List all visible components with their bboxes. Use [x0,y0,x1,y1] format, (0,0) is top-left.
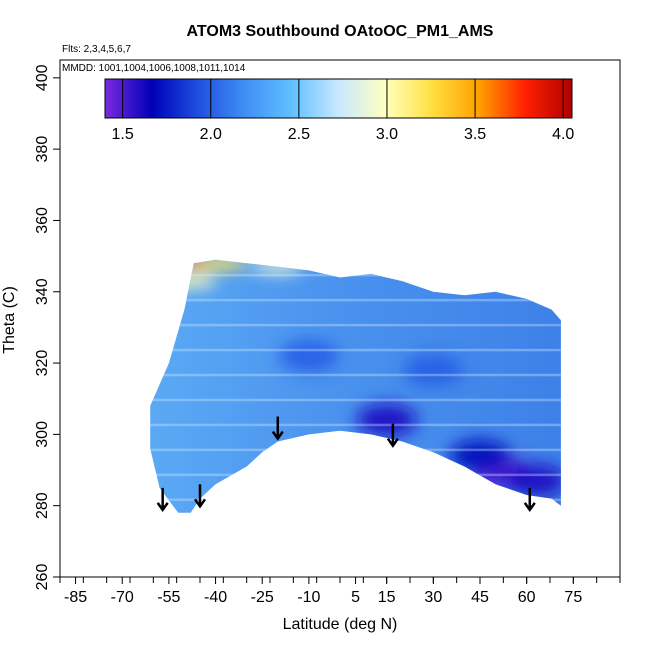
x-tick-label: -10 [297,589,320,606]
y-tick-label: 400 [34,64,51,91]
texture-stripe [150,373,561,377]
arrow-head [193,498,207,509]
x-tick-label: 30 [424,589,442,606]
y-tick-label: 260 [34,564,51,591]
y-axis-label: Theta (C) [1,286,18,354]
x-tick-label: 60 [518,589,536,606]
low-value-area [278,339,339,372]
arrow-head [523,502,536,513]
x-tick-label: -85 [64,589,87,606]
x-axis-label: Latitude (deg N) [283,616,398,633]
x-tick-label: 5 [351,589,360,606]
texture-stripe [150,398,561,402]
dates-label: MMDD: 1001,1004,1006,1008,1011,1014 [62,63,246,74]
colorbar-tick-label: 2.0 [200,126,222,143]
colorbar-tick-label: 3.5 [464,126,486,143]
x-tick-label: 45 [471,589,489,606]
y-axis: 260 280 300 320 340 360 380 400 [34,64,60,590]
high-value-area [251,259,304,274]
flights-label: Flts: 2,3,4,5,6,7 [62,44,131,55]
region-base [150,259,561,513]
arrow-head [156,502,169,513]
y-tick-label: 280 [34,492,51,519]
y-tick-label: 340 [34,278,51,305]
x-tick-label: -25 [251,589,274,606]
texture-stripe [150,498,561,502]
arrow-markers [156,416,536,513]
colorbar-tick-label: 3.0 [376,126,398,143]
x-axis: -85 -70 -55 -40 -25 -10 5 15 30 45 60 75 [59,577,621,606]
low-value-area [356,404,417,437]
colorbar [104,78,573,119]
low-value-area [450,439,510,472]
x-tick-label: -55 [157,589,180,606]
y-tick-label: 320 [34,350,51,377]
texture-stripe [150,298,561,302]
texture-stripe [150,323,561,327]
texture-stripe [150,273,561,277]
high-value-area [195,259,248,271]
colorbar-tick-label: 2.5 [288,126,310,143]
y-tick-label: 380 [34,136,51,163]
x-tick-label: -70 [111,589,134,606]
texture-stripe [150,448,561,452]
colorbar-tick-label: 4.0 [552,126,574,143]
data-region [150,259,561,513]
chart-title: ATOM3 Southbound OAtoOC_PM1_AMS [187,23,494,40]
arrow-head [386,437,399,448]
y-tick-label: 300 [34,421,51,448]
arrow-head [271,430,284,441]
low-value-area [506,464,561,497]
x-tick-label: 15 [378,589,396,606]
x-tick-label: 75 [564,589,582,606]
x-tick-label: -40 [204,589,227,606]
texture-stripe [150,348,561,352]
low-value-area [403,354,464,387]
texture-stripe [150,423,561,427]
colorbar-ticks: 1.5 2.0 2.5 3.0 3.5 4.0 [111,79,574,143]
texture-stripe [150,473,561,477]
y-tick-label: 360 [34,207,51,234]
colorbar-tick-label: 1.5 [111,126,133,143]
